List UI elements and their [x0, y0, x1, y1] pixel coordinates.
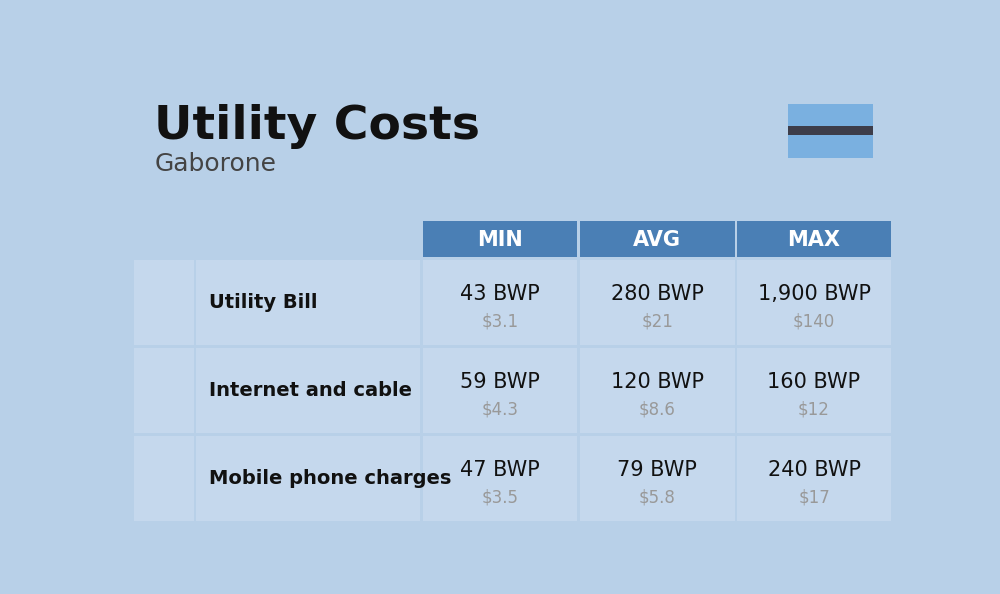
Bar	[134, 260, 194, 345]
Bar	[737, 222, 891, 257]
Text: 160 BWP: 160 BWP	[767, 372, 861, 391]
Bar	[196, 435, 420, 522]
Bar	[134, 435, 194, 522]
Text: $3.1: $3.1	[481, 313, 519, 331]
Text: MAX: MAX	[788, 230, 841, 250]
Bar	[788, 135, 873, 157]
Text: $21: $21	[641, 313, 673, 331]
Text: $17: $17	[798, 489, 830, 507]
Bar	[580, 347, 735, 433]
Text: 1,900 BWP: 1,900 BWP	[758, 283, 871, 304]
Text: Internet and cable: Internet and cable	[209, 381, 412, 400]
Bar	[196, 347, 420, 433]
Bar	[196, 222, 420, 257]
Text: 280 BWP: 280 BWP	[611, 283, 704, 304]
Text: Utility Costs: Utility Costs	[154, 103, 480, 148]
Text: 47 BWP: 47 BWP	[460, 460, 540, 480]
Text: 79 BWP: 79 BWP	[617, 460, 697, 480]
Bar	[423, 435, 577, 522]
Text: AVG: AVG	[633, 230, 681, 250]
Text: Gaborone: Gaborone	[154, 152, 276, 176]
Bar	[788, 103, 873, 127]
Text: $140: $140	[793, 313, 835, 331]
Text: Utility Bill: Utility Bill	[209, 293, 317, 312]
Bar	[580, 260, 735, 345]
Text: 59 BWP: 59 BWP	[460, 372, 540, 391]
Text: MIN: MIN	[477, 230, 523, 250]
Text: 43 BWP: 43 BWP	[460, 283, 540, 304]
Text: $4.3: $4.3	[481, 401, 518, 419]
Bar	[737, 435, 891, 522]
Bar	[423, 260, 577, 345]
Text: $3.5: $3.5	[481, 489, 518, 507]
Bar	[196, 260, 420, 345]
Text: 240 BWP: 240 BWP	[768, 460, 861, 480]
Bar	[423, 347, 577, 433]
Text: $12: $12	[798, 401, 830, 419]
Text: Mobile phone charges: Mobile phone charges	[209, 469, 451, 488]
Text: 120 BWP: 120 BWP	[611, 372, 704, 391]
Text: $5.8: $5.8	[639, 489, 676, 507]
Bar	[580, 222, 735, 257]
Bar	[737, 260, 891, 345]
Bar	[423, 222, 577, 257]
Bar	[788, 127, 873, 135]
Bar	[134, 347, 194, 433]
Text: $8.6: $8.6	[639, 401, 676, 419]
Bar	[134, 222, 194, 257]
Bar	[580, 435, 735, 522]
Bar	[737, 347, 891, 433]
